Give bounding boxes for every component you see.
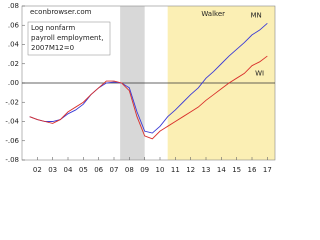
series-label: WI bbox=[255, 69, 264, 77]
x-tick-label: 14 bbox=[217, 166, 226, 174]
x-tick-label: 13 bbox=[202, 166, 211, 174]
series-label: MN bbox=[250, 12, 261, 20]
y-tick-label: .04 bbox=[8, 41, 20, 49]
annotation-box bbox=[27, 21, 111, 56]
y-tick-label: .00 bbox=[8, 79, 19, 87]
annotation: Log nonfarm bbox=[31, 24, 75, 32]
x-tick-label: 15 bbox=[232, 166, 241, 174]
x-tick-label: 08 bbox=[125, 166, 134, 174]
y-tick-label: -.04 bbox=[5, 118, 19, 126]
annotation: payroll employment, bbox=[31, 34, 103, 42]
x-tick-label: 17 bbox=[263, 166, 272, 174]
x-tick-label: 07 bbox=[110, 166, 119, 174]
series-line bbox=[29, 22, 268, 134]
watermark: econbrowser.com bbox=[30, 8, 92, 16]
y-tick-label: -.02 bbox=[5, 98, 19, 106]
y-tick-label: -.08 bbox=[5, 156, 19, 164]
y-tick-label: -.06 bbox=[5, 137, 19, 145]
x-tick-label: 03 bbox=[48, 166, 57, 174]
y-tick-label: .06 bbox=[8, 21, 20, 29]
y-tick-label: .02 bbox=[8, 60, 19, 68]
x-tick-label: 11 bbox=[171, 166, 180, 174]
x-tick-label: 02 bbox=[33, 166, 42, 174]
x-tick-label: 12 bbox=[186, 166, 195, 174]
annotation: 2007M12=0 bbox=[31, 44, 74, 52]
y-tick-label: .08 bbox=[8, 2, 19, 10]
x-tick-label: 10 bbox=[156, 166, 165, 174]
x-tick-label: 04 bbox=[64, 166, 73, 174]
chart: Walker .08 .06 .04 .02 .00 -.02 -.04 -.06 -.08 02 0… bbox=[5, 2, 276, 174]
x-tick-label: 09 bbox=[140, 166, 149, 174]
series-line bbox=[29, 55, 268, 140]
x-tick-label: 16 bbox=[248, 166, 257, 174]
region-label: Walker bbox=[201, 10, 225, 18]
x-tick-label: 06 bbox=[94, 166, 103, 174]
x-tick-label: 05 bbox=[79, 166, 88, 174]
